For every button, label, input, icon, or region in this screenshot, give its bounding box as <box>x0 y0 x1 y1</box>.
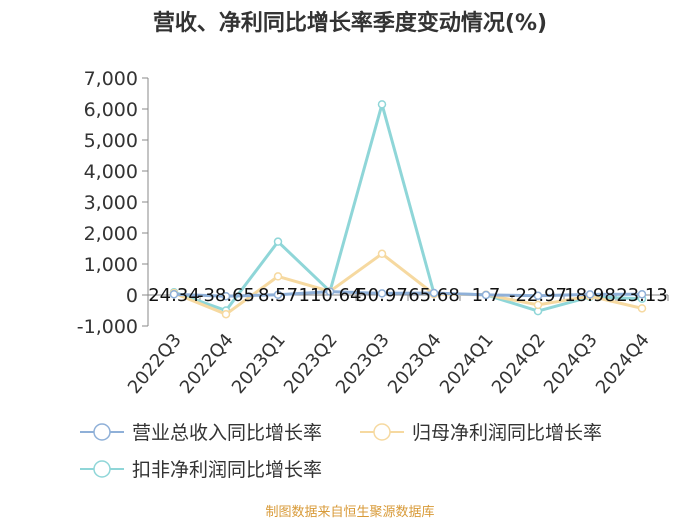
chart-title: 营收、净利同比增长率季度变动情况(%) <box>153 10 547 36</box>
y-tick-label: -1,000 <box>77 316 138 338</box>
data-point <box>377 289 387 298</box>
x-tick-label: 2023Q3 <box>332 330 394 398</box>
data-point <box>169 289 179 299</box>
x-tick-label: 2023Q4 <box>384 330 446 398</box>
data-label: 110.64 <box>299 285 362 306</box>
y-tick-label: 4,000 <box>84 161 138 183</box>
data-point <box>429 288 439 298</box>
series-line <box>173 290 643 298</box>
x-axis: 2022Q32022Q42023Q12023Q22023Q32023Q42024… <box>124 294 669 398</box>
legend-marker <box>93 460 111 478</box>
data-label: 8.57 <box>258 285 298 306</box>
y-tick-label: 1,000 <box>84 254 138 276</box>
data-label: 24.34 <box>148 285 200 306</box>
y-axis: -1,000 0 1,000 2,000 3,000 4,000 5,000 6,000 7,0… <box>77 68 149 338</box>
data-point <box>585 290 595 299</box>
y-tick-label: 7,000 <box>84 68 138 90</box>
series-3 <box>169 100 647 316</box>
data-point <box>481 290 491 300</box>
data-label: 50.97 <box>356 285 408 306</box>
y-tick-label: 5,000 <box>84 130 138 152</box>
legend-item[interactable]: 扣非净利润同比增长率 <box>80 459 322 481</box>
series-line <box>173 102 643 313</box>
legend-marker <box>373 423 391 441</box>
x-tick-label: 2024Q2 <box>488 330 550 398</box>
legend-label: 归母净利润同比增长率 <box>412 422 602 444</box>
y-tick-label: 3,000 <box>84 192 138 214</box>
data-label: 23.13 <box>616 285 668 306</box>
x-tick-label: 2024Q4 <box>592 330 654 398</box>
data-label: 1.7 <box>472 285 501 306</box>
legend-label: 扣非净利润同比增长率 <box>132 459 322 481</box>
data-point <box>273 237 283 246</box>
series-lines <box>169 100 647 319</box>
x-tick-label: 2023Q2 <box>280 330 342 398</box>
legend-item[interactable]: 营业总收入同比增长率 <box>80 422 322 444</box>
data-point <box>221 291 231 301</box>
data-label: 65.68 <box>408 285 460 306</box>
legend-item[interactable]: 归母净利润同比增长率 <box>360 422 602 444</box>
x-tick-label: 2022Q4 <box>176 330 238 398</box>
y-tick-label: 0 <box>126 285 138 307</box>
data-point <box>221 309 231 319</box>
x-tick-label: 2023Q1 <box>228 330 290 398</box>
data-label: -38.65 <box>197 285 255 306</box>
series-1 <box>169 287 647 301</box>
data-point <box>377 249 387 259</box>
data-point <box>533 291 543 300</box>
x-tick-label: 2022Q3 <box>124 330 186 398</box>
data-point <box>533 300 543 310</box>
data-point <box>377 100 387 109</box>
data-label: 18.98 <box>564 285 616 306</box>
data-point <box>325 287 335 296</box>
data-point <box>637 304 647 313</box>
x-tick-label: 2024Q1 <box>436 330 498 398</box>
x-tick-label: 2024Q3 <box>540 330 602 398</box>
data-point <box>637 290 647 299</box>
y-tick-label: 6,000 <box>84 99 138 121</box>
data-label: -22.97 <box>509 285 567 306</box>
legend-label: 营业总收入同比增长率 <box>132 422 322 444</box>
data-point <box>273 290 283 299</box>
series-2 <box>169 249 647 319</box>
y-tick-label: 2,000 <box>84 223 138 245</box>
data-point <box>273 272 283 281</box>
source-note: 制图数据来自恒生聚源数据库 <box>265 504 434 520</box>
legend-marker <box>93 423 111 441</box>
